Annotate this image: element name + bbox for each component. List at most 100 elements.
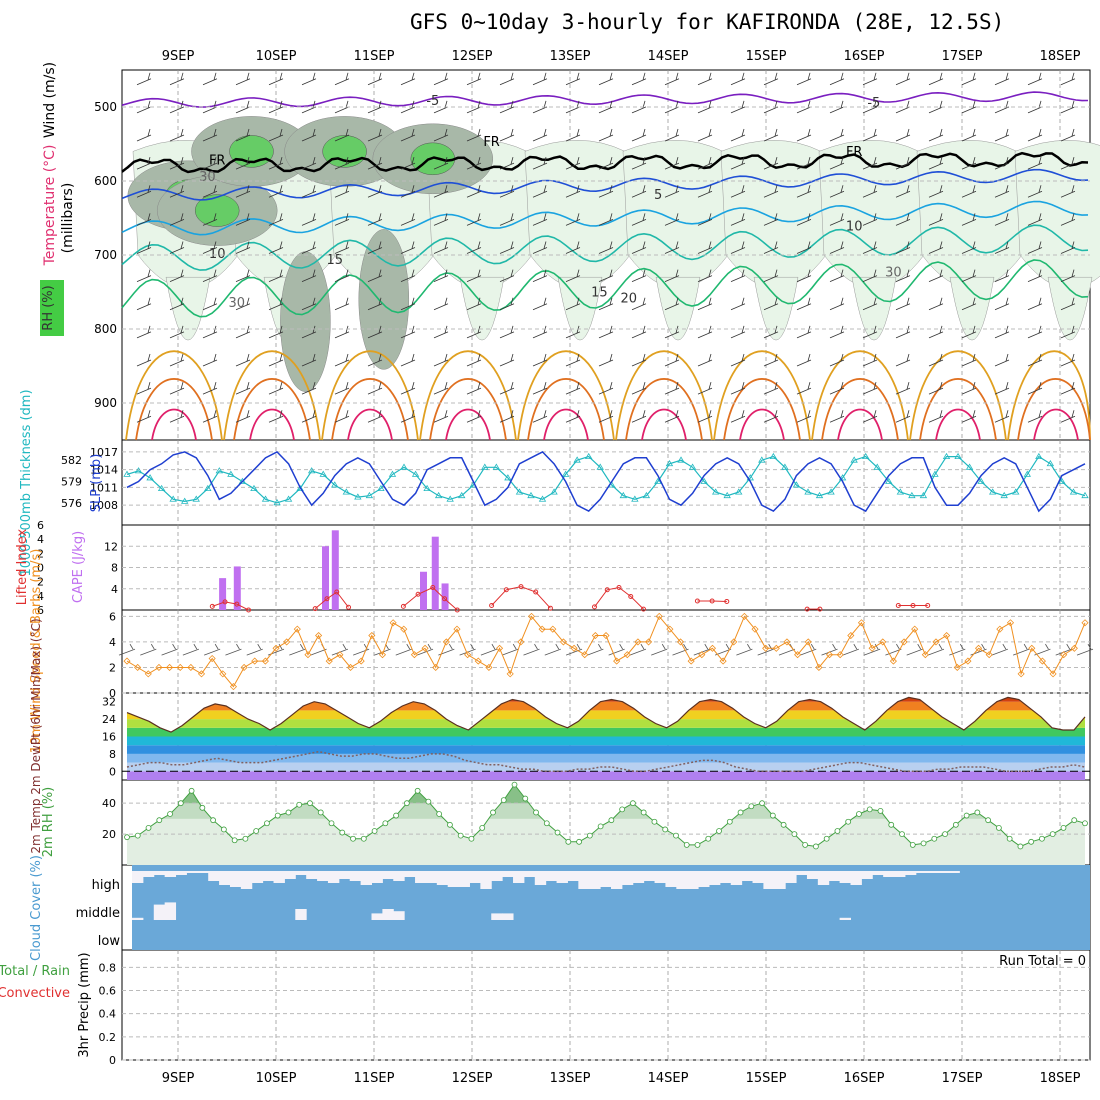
cloud-clear-high bbox=[327, 871, 340, 883]
wind-barb bbox=[367, 72, 383, 86]
rh-point bbox=[264, 820, 270, 827]
wind-barb bbox=[961, 128, 977, 142]
cape-bar bbox=[233, 566, 241, 610]
thickness-point bbox=[723, 491, 731, 499]
contour-label: 15 bbox=[591, 285, 608, 300]
cloud-clear-high bbox=[839, 871, 851, 883]
wind-barb bbox=[730, 185, 746, 198]
wind-barb bbox=[895, 297, 911, 311]
contour-label: FR bbox=[209, 154, 226, 169]
cloud-clear-middle bbox=[393, 911, 405, 920]
cloud-clear-high bbox=[567, 871, 579, 881]
wind-barb bbox=[829, 128, 845, 142]
cloud-clear-middle bbox=[153, 904, 166, 920]
cloud-clear-high bbox=[785, 871, 797, 883]
warm-contour bbox=[321, 350, 419, 441]
date-label-bottom: 11SEP bbox=[354, 1071, 395, 1086]
wind-speed-point bbox=[889, 657, 897, 665]
wind-barb bbox=[169, 269, 185, 283]
slp-tick-label: 1017 bbox=[90, 446, 118, 459]
wind-barb bbox=[730, 382, 746, 395]
wind-barb bbox=[301, 410, 317, 423]
li-line bbox=[212, 601, 249, 611]
wind-barb bbox=[928, 100, 944, 114]
date-label-bottom: 17SEP bbox=[942, 1071, 983, 1086]
wind-barb bbox=[268, 72, 284, 86]
wind-barb bbox=[730, 72, 746, 86]
wind-barb bbox=[235, 213, 251, 226]
temp-band bbox=[127, 719, 1085, 728]
wind-barb bbox=[697, 241, 713, 254]
wind-barb bbox=[664, 128, 680, 142]
thickness-point bbox=[654, 477, 662, 484]
wind-barb bbox=[697, 128, 713, 142]
wind-barb bbox=[466, 410, 482, 423]
wind-barb-10m bbox=[842, 643, 859, 656]
contour-label: FR bbox=[846, 145, 863, 160]
wind-barb bbox=[829, 241, 845, 254]
wind-barb bbox=[730, 241, 746, 254]
wind-barb bbox=[301, 157, 317, 170]
wind-barb bbox=[730, 353, 746, 367]
wind-barb bbox=[400, 213, 416, 226]
warm-contour bbox=[811, 350, 909, 441]
wind-barb bbox=[730, 213, 746, 226]
li-line bbox=[314, 591, 349, 609]
wind-barb bbox=[796, 297, 812, 311]
wind-barb bbox=[1060, 382, 1076, 395]
wind-speed-point bbox=[581, 651, 589, 659]
wind-barb bbox=[994, 269, 1010, 283]
pressure-axis-title: (millibars) bbox=[60, 183, 76, 254]
rh-point bbox=[565, 838, 572, 845]
wind-speed-point bbox=[261, 657, 269, 665]
cloud-clear-high bbox=[611, 871, 623, 889]
cloud-clear-high bbox=[349, 871, 362, 881]
rh-point bbox=[156, 817, 163, 824]
wind-barb bbox=[1060, 213, 1076, 226]
wind-speed-point bbox=[1081, 619, 1089, 627]
wind-barb bbox=[136, 100, 152, 114]
wind-speed-point bbox=[836, 651, 844, 659]
cape-bar bbox=[331, 530, 339, 610]
thickness-point bbox=[885, 477, 893, 484]
cloud-clear-middle bbox=[132, 917, 144, 920]
thickness-point bbox=[942, 452, 951, 460]
thickness-point bbox=[804, 488, 812, 495]
rh-point bbox=[500, 797, 507, 803]
wind-barb bbox=[136, 72, 152, 86]
wind-speed-point bbox=[591, 631, 599, 640]
wind-barb bbox=[1060, 72, 1076, 86]
thickness-point bbox=[573, 456, 581, 463]
wind-barb bbox=[268, 382, 284, 395]
rh-point bbox=[662, 826, 669, 833]
wind-barb bbox=[400, 128, 416, 142]
wind-barb bbox=[796, 410, 812, 423]
wind-barb bbox=[961, 241, 977, 254]
wind-speed-point bbox=[740, 612, 748, 620]
wind-barb bbox=[664, 241, 680, 254]
warm-contour bbox=[935, 408, 981, 441]
wind-barb-10m bbox=[651, 643, 668, 656]
date-label-top: 14SEP bbox=[648, 49, 689, 64]
rh-shade-tongue bbox=[557, 276, 603, 341]
thickness-point bbox=[584, 452, 593, 460]
wind-speed-point bbox=[442, 638, 450, 646]
wind-barb bbox=[697, 185, 713, 198]
wind-barb-10m bbox=[629, 643, 647, 656]
cloud-clear-high bbox=[861, 871, 873, 879]
wind-barb-10m bbox=[140, 643, 157, 656]
wind-barb bbox=[268, 241, 284, 254]
wind-barb bbox=[862, 297, 878, 311]
wind-barb bbox=[697, 269, 713, 283]
wind-barb bbox=[202, 241, 218, 254]
wind-barb-10m bbox=[608, 643, 625, 656]
warm-contour bbox=[527, 378, 605, 441]
li-line bbox=[594, 586, 644, 610]
cloud-clear-high bbox=[796, 871, 808, 875]
wind-barb bbox=[961, 382, 977, 395]
wind-speed-point bbox=[464, 651, 472, 659]
wind-speed-point bbox=[538, 625, 546, 633]
slp-axis-title: SLP (mb) bbox=[89, 454, 104, 513]
cloud-clear-high bbox=[251, 871, 264, 883]
li-line bbox=[491, 586, 551, 609]
